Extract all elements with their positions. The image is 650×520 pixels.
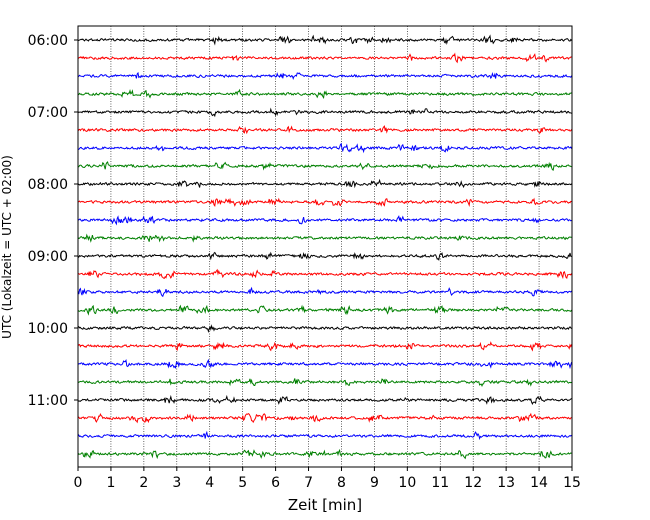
y-axis-ticks: 06:00 07:00 08:00 09:00 10:00 11:00 bbox=[28, 33, 78, 409]
plot-frame bbox=[77, 25, 573, 468]
trace-line bbox=[77, 88, 572, 99]
x-axis-label: Zeit [min] bbox=[288, 496, 362, 514]
y-tick-label: 09:00 bbox=[28, 249, 68, 265]
x-tick-label: 7 bbox=[304, 475, 313, 491]
trace-line bbox=[77, 161, 572, 171]
x-tick-label: 8 bbox=[337, 475, 346, 491]
trace-line bbox=[77, 125, 573, 135]
trace-line bbox=[77, 268, 573, 280]
x-tick-label: 15 bbox=[563, 475, 581, 491]
trace-line bbox=[77, 142, 573, 154]
trace-line bbox=[77, 378, 572, 387]
x-tick-label: 9 bbox=[370, 475, 379, 491]
y-tick-label: 06:00 bbox=[28, 33, 68, 49]
trace-line bbox=[77, 71, 573, 80]
x-tick-label: 12 bbox=[464, 475, 482, 491]
x-tick-label: 6 bbox=[271, 475, 280, 491]
trace-line bbox=[77, 358, 573, 370]
trace-line bbox=[77, 324, 572, 334]
x-tick-label: 13 bbox=[497, 475, 515, 491]
vertical-gridlines bbox=[110, 26, 540, 467]
trace-line bbox=[77, 394, 572, 405]
trace-line bbox=[77, 412, 572, 424]
trace-line bbox=[77, 52, 572, 64]
x-tick-label: 2 bbox=[139, 475, 148, 491]
trace-line bbox=[77, 107, 572, 118]
x-tick-label: 4 bbox=[205, 475, 214, 491]
x-axis-ticks: 0 1 2 3 4 5 6 7 8 9 10 11 12 13 14 15 bbox=[74, 467, 581, 491]
trace-line bbox=[77, 341, 573, 352]
trace-line bbox=[77, 251, 572, 261]
trace-line bbox=[77, 197, 572, 208]
trace-line bbox=[77, 215, 572, 226]
x-tick-label: 0 bbox=[74, 475, 83, 491]
y-tick-label: 07:00 bbox=[28, 105, 68, 121]
x-tick-label: 11 bbox=[431, 475, 449, 491]
x-tick-label: 10 bbox=[398, 475, 416, 491]
trace-line bbox=[77, 430, 572, 441]
y-tick-label: 10:00 bbox=[28, 321, 68, 337]
trace-line bbox=[77, 304, 573, 316]
trace-line bbox=[77, 178, 572, 189]
trace-line bbox=[77, 448, 572, 460]
x-tick-label: 5 bbox=[238, 475, 247, 491]
trace-line bbox=[77, 34, 572, 46]
seismic-traces bbox=[77, 34, 573, 460]
x-tick-label: 14 bbox=[530, 475, 548, 491]
y-tick-label: 11:00 bbox=[28, 393, 68, 409]
x-tick-label: 3 bbox=[172, 475, 181, 491]
trace-line bbox=[77, 286, 572, 298]
y-axis-label: UTC (Lokalzeit = UTC + 02:00) bbox=[0, 155, 14, 339]
x-tick-label: 1 bbox=[106, 475, 115, 491]
trace-line bbox=[77, 233, 572, 243]
y-tick-label: 08:00 bbox=[28, 177, 68, 193]
